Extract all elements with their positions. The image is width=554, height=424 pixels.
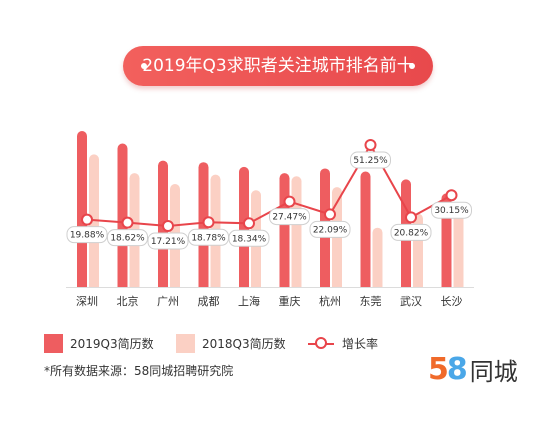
title-banner: 2019年Q3求职者关注城市排名前十 — [123, 46, 433, 86]
bar-2018-base — [129, 281, 140, 287]
legend-label-2018: 2018Q3简历数 — [202, 337, 286, 351]
bar-2018-base — [332, 281, 342, 287]
logo-digit-8: 8 — [446, 351, 468, 387]
growth-label-box — [309, 220, 351, 238]
bar-2019-base — [401, 281, 411, 287]
legend-label-growth: 增长率 — [342, 337, 379, 351]
bar-2018-base — [291, 281, 302, 287]
growth-label-box — [269, 208, 310, 226]
growth-point — [364, 139, 377, 151]
bar-2018-base — [251, 281, 261, 287]
bar-2019 — [117, 143, 128, 287]
growth-point — [121, 216, 134, 229]
bar-2018-base — [413, 281, 423, 287]
growth-point — [324, 208, 336, 221]
bar-2019 — [279, 173, 290, 287]
logo-text: 同城 — [469, 357, 518, 386]
growth-point — [202, 216, 215, 229]
growth-label-box — [350, 151, 391, 169]
growth-label: 18.34% — [232, 234, 267, 244]
bar-2018-base — [372, 281, 383, 287]
growth-point — [445, 189, 458, 202]
growth-point — [81, 213, 93, 226]
bar-2018 — [291, 176, 302, 287]
bar-2019 — [360, 171, 371, 287]
title-dot-left — [141, 63, 147, 69]
brand-logo: 5 8 同城 — [428, 351, 518, 387]
legend-marker-growth — [315, 337, 327, 349]
growth-label: 17.21% — [151, 237, 186, 247]
x-tick-label: 广州 — [157, 295, 179, 308]
legend-swatch-2018 — [176, 334, 195, 353]
bar-2019-base — [198, 281, 209, 287]
growth-label: 18.62% — [110, 234, 145, 244]
growth-label: 18.78% — [191, 233, 226, 243]
x-tick-label: 杭州 — [319, 294, 341, 308]
growth-label: 30.15% — [434, 206, 469, 216]
growth-label-box — [228, 229, 270, 247]
x-tick-label: 武汉 — [400, 295, 422, 308]
growth-label: 22.09% — [313, 225, 348, 235]
bar-2018-base — [89, 281, 99, 287]
growth-label-box — [390, 223, 432, 241]
bar-2018 — [453, 204, 464, 287]
growth-label: 51.25% — [353, 156, 388, 166]
bar-2018-base — [453, 281, 464, 287]
growth-point — [283, 195, 296, 208]
growth-label-box — [66, 226, 108, 244]
growth-point — [243, 217, 255, 230]
bar-2018 — [372, 227, 383, 287]
growth-label-box — [147, 232, 189, 250]
x-tick-label: 长沙 — [441, 295, 463, 308]
growth-label-box — [107, 229, 148, 247]
growth-label: 19.88% — [70, 231, 105, 241]
chart-title: 2019年Q3求职者关注城市排名前十 — [142, 56, 414, 76]
x-tick-label: 北京 — [117, 294, 139, 308]
bar-2018-base — [210, 281, 221, 287]
bar-2019-base — [320, 281, 330, 287]
x-tick-label: 成都 — [198, 295, 220, 308]
growth-label: 27.47% — [272, 213, 307, 223]
x-tick-label: 重庆 — [279, 294, 301, 308]
growth-point — [162, 220, 174, 232]
x-tick-label: 东莞 — [360, 295, 382, 308]
x-tick-label: 上海 — [238, 294, 260, 308]
bar-2019-base — [441, 281, 452, 287]
logo-digit-5: 5 — [428, 351, 449, 387]
growth-label-box — [431, 201, 472, 219]
bar-2019 — [239, 166, 249, 287]
bar-2019-base — [360, 281, 371, 287]
bar-2019 — [77, 131, 87, 287]
bar-2019-base — [279, 281, 290, 287]
growth-point — [405, 211, 417, 224]
bar-2018-base — [170, 281, 180, 287]
x-tick-label: 深圳 — [76, 295, 98, 308]
bar-2019-base — [117, 281, 128, 287]
title-dot-right — [409, 63, 415, 69]
bar-2019-base — [77, 281, 87, 287]
source-note: *所有数据来源：58同城招聘研究院 — [44, 364, 234, 378]
growth-line — [86, 142, 452, 228]
bar-2019-base — [158, 281, 168, 287]
growth-label: 20.82% — [394, 228, 429, 238]
bar-2019-base — [239, 281, 249, 287]
legend-label-2019: 2019Q3简历数 — [70, 337, 154, 351]
legend-swatch-2019 — [44, 334, 63, 353]
